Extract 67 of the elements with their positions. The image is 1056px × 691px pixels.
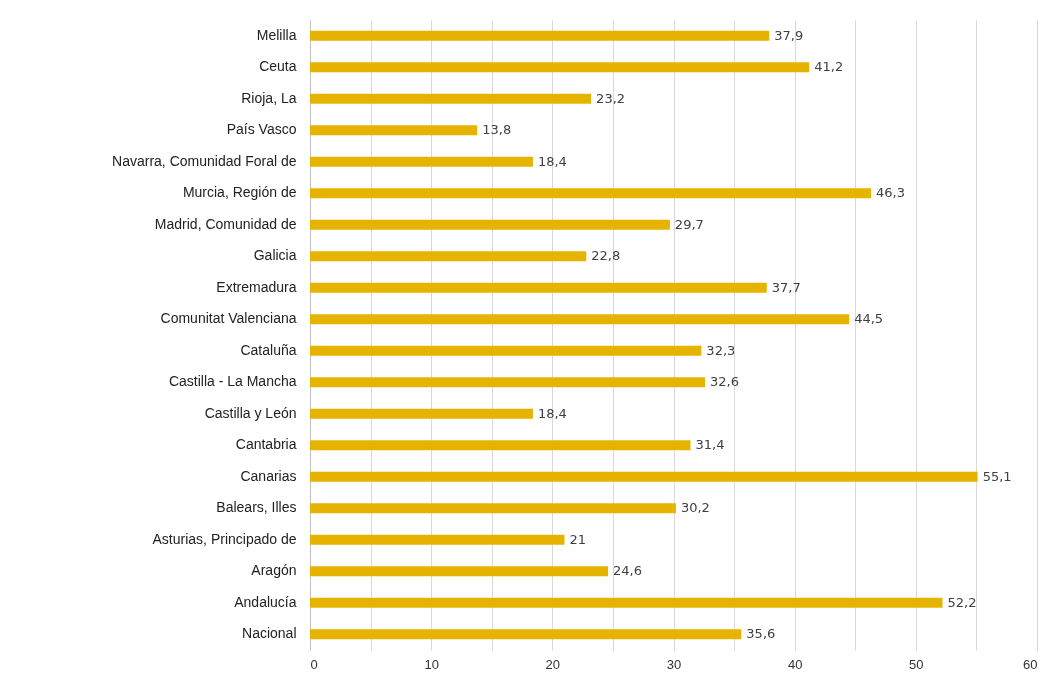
y-tick-label: Cataluña [240, 341, 297, 358]
bar [310, 597, 943, 608]
y-tick-label: Castilla - La Mancha [168, 373, 297, 390]
y-tick-label: Andalucía [234, 593, 297, 610]
bar [310, 125, 478, 136]
y-tick-label: Balears, Illes [216, 499, 297, 516]
y-tick-label: Cantabria [235, 436, 297, 453]
data-label: 41,2 [814, 59, 844, 75]
y-tick-label: Melilla [256, 26, 297, 43]
y-tick-label: Rioja, La [241, 89, 297, 106]
bar [310, 282, 767, 293]
bar [310, 408, 533, 419]
x-tick-label: 20 [545, 656, 561, 672]
bar [310, 156, 533, 167]
bar [310, 62, 810, 73]
bar [310, 93, 592, 104]
bar [310, 251, 587, 262]
data-label: 55,1 [982, 468, 1012, 484]
x-tick-label: 30 [666, 656, 682, 672]
y-tick-label: Ceuta [259, 58, 297, 75]
bar [310, 314, 850, 325]
data-label: 13,8 [482, 122, 512, 138]
y-tick-label: Asturias, Principado de [152, 530, 297, 547]
data-label: 37,9 [774, 27, 804, 43]
y-tick-label: Extremadura [216, 278, 297, 295]
y-tick-label: Canarias [240, 467, 297, 484]
data-label: 30,2 [680, 500, 710, 516]
data-label: 24,6 [613, 563, 643, 579]
bar [310, 503, 676, 514]
data-label: 32,6 [710, 374, 739, 390]
y-tick-label: Aragón [251, 562, 297, 579]
y-tick-label: Murcia, Región de [182, 184, 297, 201]
bar [310, 534, 565, 545]
bar [310, 566, 609, 577]
data-label: 52,2 [947, 594, 977, 610]
bar [310, 30, 770, 41]
x-tick-label: 0 [310, 656, 318, 672]
data-label: 44,5 [854, 311, 884, 327]
y-tick-label: País Vasco [226, 121, 297, 138]
x-tick-label: 60 [1023, 656, 1038, 672]
data-label: 46,3 [876, 185, 905, 201]
data-label: 35,6 [746, 626, 776, 642]
x-tick-label: 10 [424, 656, 439, 672]
y-tick-label: Comunitat Valenciana [160, 310, 297, 327]
y-tick-label: Nacional [242, 625, 297, 642]
x-tick-label: 40 [787, 656, 803, 672]
y-tick-label: Galicia [253, 247, 297, 264]
data-label: 37,7 [771, 279, 801, 295]
data-label: 21 [569, 531, 586, 547]
data-label: 31,4 [695, 437, 725, 453]
data-label: 22,8 [591, 248, 621, 264]
data-label: 29,7 [674, 216, 704, 232]
bar [310, 440, 691, 451]
bar [310, 188, 871, 199]
y-tick-label: Navarra, Comunidad Foral de [112, 152, 297, 169]
bar [310, 629, 742, 640]
data-label: 18,4 [537, 405, 567, 421]
data-label: 23,2 [596, 90, 626, 106]
bar [310, 219, 670, 230]
bar [310, 345, 702, 356]
data-label: 18,4 [537, 153, 567, 169]
y-tick-label: Castilla y León [204, 404, 297, 421]
data-label: 32,3 [706, 342, 736, 358]
x-tick-label: 50 [909, 656, 924, 672]
y-tick-label: Madrid, Comunidad de [154, 215, 297, 232]
bar [310, 377, 705, 388]
bar [310, 471, 978, 482]
